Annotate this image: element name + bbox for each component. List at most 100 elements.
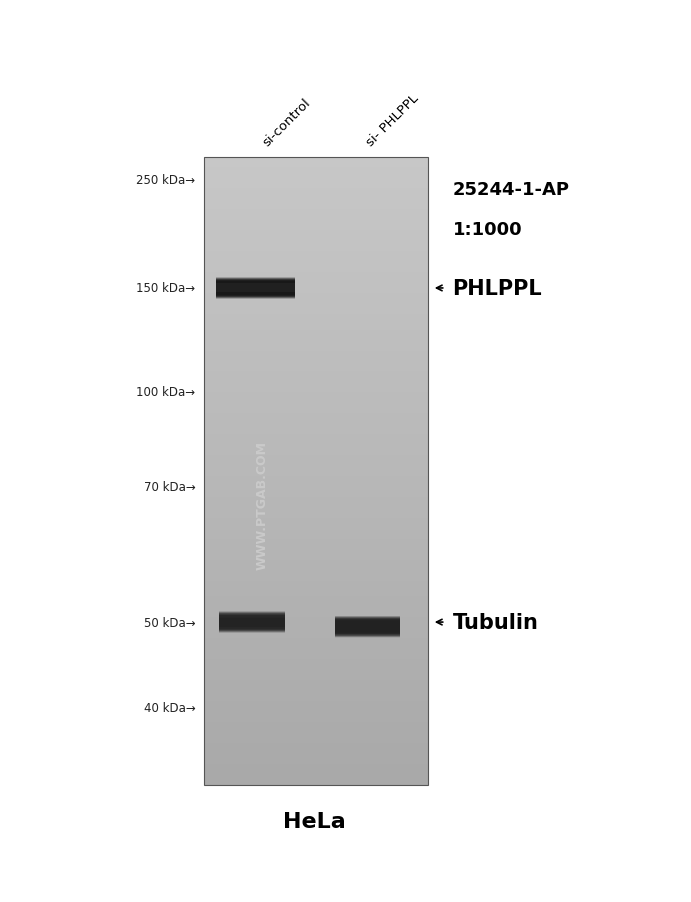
Bar (204, 622, 428, 628)
Bar (204, 581, 428, 586)
Bar (204, 184, 428, 189)
Bar (204, 330, 428, 336)
Bar (216, 281, 295, 296)
Bar (204, 278, 428, 283)
Bar (204, 210, 428, 216)
Bar (204, 189, 428, 195)
Bar (204, 419, 428, 424)
Bar (204, 513, 428, 519)
Bar (204, 409, 428, 414)
Bar (220, 618, 285, 627)
Bar (204, 289, 428, 294)
Bar (204, 712, 428, 717)
Bar (220, 617, 285, 628)
Text: 150 kDa→: 150 kDa→ (136, 282, 196, 295)
Bar (334, 619, 401, 635)
Bar (204, 179, 428, 184)
Bar (204, 586, 428, 592)
Bar (220, 613, 285, 631)
Bar (204, 727, 428, 732)
Bar (204, 628, 428, 633)
Bar (220, 616, 285, 629)
Bar (216, 284, 295, 293)
Bar (334, 620, 401, 634)
Bar (204, 759, 428, 764)
Bar (204, 769, 428, 774)
Bar (204, 272, 428, 278)
Bar (216, 281, 295, 296)
Bar (204, 231, 428, 236)
Bar (204, 675, 428, 680)
Bar (216, 280, 295, 298)
Text: 100 kDa→: 100 kDa→ (136, 386, 196, 399)
Bar (220, 614, 285, 630)
Bar (204, 173, 428, 179)
Bar (204, 414, 428, 419)
Bar (204, 607, 428, 612)
Bar (216, 282, 295, 295)
Bar (204, 309, 428, 315)
Bar (334, 622, 401, 631)
Bar (204, 523, 428, 529)
Bar (204, 456, 428, 461)
Bar (204, 476, 428, 482)
Bar (204, 325, 428, 330)
Bar (216, 281, 295, 297)
Bar (204, 446, 428, 450)
Bar (220, 615, 285, 630)
Bar (204, 158, 428, 785)
Bar (204, 424, 428, 429)
Bar (220, 613, 285, 631)
Bar (216, 280, 295, 298)
Bar (204, 471, 428, 476)
Bar (204, 644, 428, 649)
Bar (204, 659, 428, 665)
Bar (204, 388, 428, 393)
Bar (334, 621, 401, 633)
Bar (204, 654, 428, 659)
Bar (220, 615, 285, 630)
Bar (204, 753, 428, 759)
Text: PHLPPL: PHLPPL (453, 279, 542, 299)
Text: 25244-1-AP: 25244-1-AP (453, 180, 569, 198)
Bar (220, 617, 285, 628)
Bar (204, 706, 428, 712)
Bar (216, 283, 295, 294)
Bar (220, 612, 285, 632)
Bar (204, 618, 428, 622)
Bar (334, 617, 401, 637)
Bar (334, 620, 401, 634)
Text: WWW.PTGAB.COM: WWW.PTGAB.COM (256, 441, 269, 569)
Bar (204, 612, 428, 618)
Bar (204, 534, 428, 539)
Bar (204, 482, 428, 487)
Bar (216, 282, 295, 294)
Bar (204, 665, 428, 670)
Bar (204, 372, 428, 377)
Bar (204, 220, 428, 226)
Bar (204, 492, 428, 497)
Text: 1:1000: 1:1000 (453, 221, 522, 239)
Bar (216, 279, 295, 299)
Bar (204, 774, 428, 779)
Bar (204, 382, 428, 388)
Text: HeLa: HeLa (283, 811, 346, 831)
Bar (204, 487, 428, 492)
Bar (204, 545, 428, 549)
Bar (204, 738, 428, 743)
Bar (334, 621, 401, 632)
Bar (204, 466, 428, 471)
Bar (204, 597, 428, 602)
Bar (204, 549, 428, 555)
Bar (334, 617, 401, 637)
Bar (220, 615, 285, 630)
Bar (204, 575, 428, 581)
Bar (220, 613, 285, 631)
Text: 250 kDa→: 250 kDa→ (136, 174, 196, 187)
Bar (216, 281, 295, 297)
Bar (204, 722, 428, 727)
Bar (204, 764, 428, 769)
Bar (216, 279, 295, 299)
Bar (204, 345, 428, 351)
Bar (220, 618, 285, 627)
